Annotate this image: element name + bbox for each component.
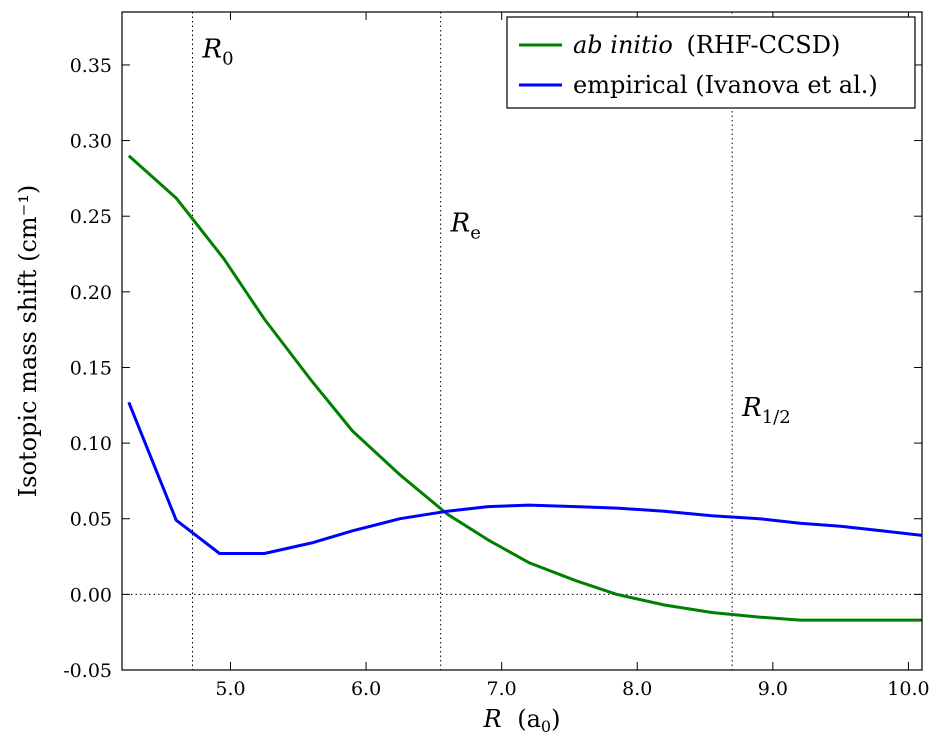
x-axis-title-unit: (a [517, 705, 541, 733]
legend: ab initio (RHF-CCSD) empirical (Ivanova … [506, 16, 916, 109]
series-lines [127, 154, 923, 622]
x-axis-title-unit-close: ) [551, 705, 560, 733]
reference-label-0: R0 [202, 34, 234, 69]
x-tick-label: 6.0 [351, 678, 381, 700]
x-axis-title-unit-sub: 0 [541, 717, 551, 736]
y-tick-label: -0.05 [63, 660, 112, 682]
y-tick-label: 0.35 [70, 55, 112, 77]
series-line-0 [127, 154, 922, 622]
y-tick-label: 0.00 [70, 584, 112, 606]
plot-frame [121, 11, 923, 671]
x-axis-title-symbol: R [483, 705, 502, 733]
annotations: R0 Re R1/2 [202, 34, 791, 427]
legend-entry-ab-initio: ab initio (RHF-CCSD) [573, 31, 840, 59]
legend-entry-ab-initio-italic: ab initio [573, 31, 673, 59]
x-tick-label: 9.0 [758, 678, 788, 700]
x-tick-label: 8.0 [622, 678, 652, 700]
reference-label-2: R1/2 [741, 393, 791, 428]
x-tick-label: 7.0 [487, 678, 517, 700]
y-tick-label: 0.10 [70, 433, 112, 455]
legend-entry-empirical: empirical (Ivanova et al.) [573, 71, 878, 99]
y-axis-title: Isotopic mass shift (cm⁻¹) [14, 185, 42, 498]
legend-box [506, 16, 916, 109]
y-tick-label: 0.20 [70, 282, 112, 304]
y-tick-label: 0.25 [70, 206, 112, 228]
series-line-1 [127, 401, 923, 555]
y-tick-label: 0.15 [70, 357, 112, 379]
axis-ticks: 5.0 6.0 7.0 8.0 9.0 10.0 -0.05 0.00 0.05 0.10 0.15… [63, 12, 930, 700]
y-tick-label: 0.05 [70, 509, 112, 531]
y-tick-label: 0.30 [70, 131, 112, 153]
x-axis-title: R (a0) [483, 705, 561, 736]
x-tick-label: 10.0 [887, 678, 929, 700]
reference-lines [122, 12, 922, 670]
x-tick-label: 5.0 [215, 678, 245, 700]
reference-label-1: Re [450, 208, 481, 243]
legend-entry-ab-initio-rest: (RHF-CCSD) [687, 31, 841, 59]
